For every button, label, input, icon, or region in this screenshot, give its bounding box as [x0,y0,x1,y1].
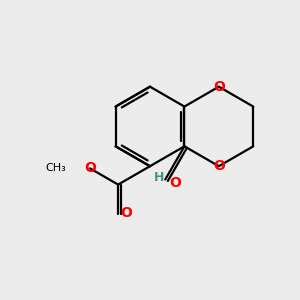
Text: O: O [213,159,225,173]
Text: O: O [120,206,132,220]
Text: CH₃: CH₃ [46,163,67,172]
Text: O: O [169,176,181,190]
Text: O: O [84,160,96,175]
Text: H: H [154,172,164,184]
Text: O: O [213,80,225,94]
